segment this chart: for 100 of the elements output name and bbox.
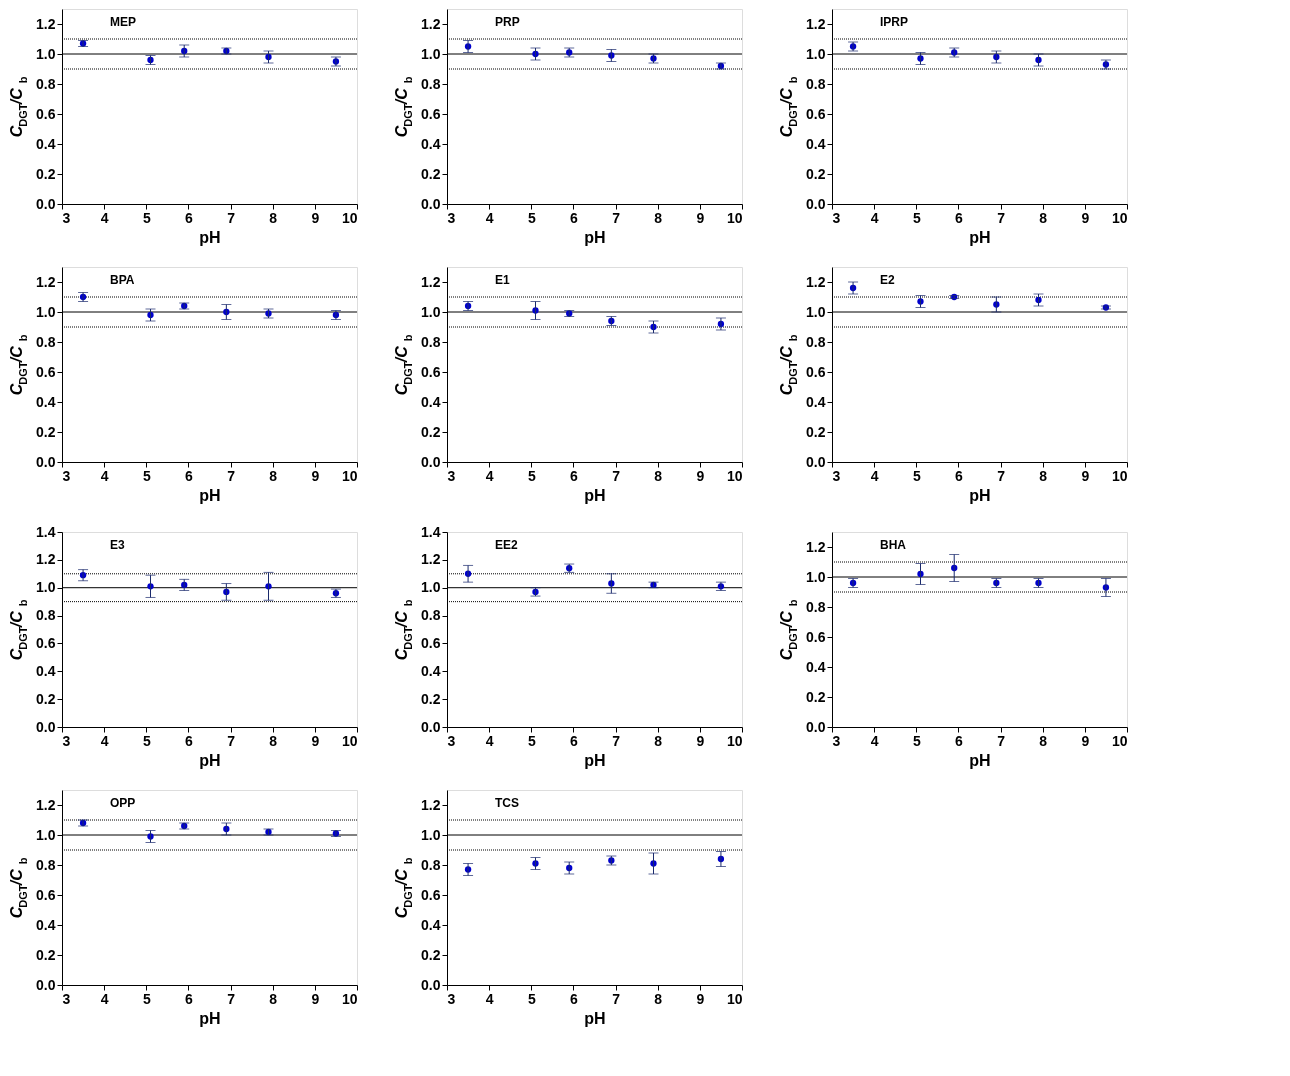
x-tick-label: 8 (269, 990, 278, 1007)
y-axis-title: CDGT/Cb (778, 599, 799, 661)
y-tick-label: 1.2 (806, 15, 826, 32)
x-axis-title: pH (584, 751, 606, 769)
y-tick-label: 1.2 (806, 273, 826, 290)
x-tick-label: 9 (696, 732, 705, 749)
x-tick-label: 8 (654, 209, 663, 226)
x-axis-title: pH (199, 1009, 221, 1027)
y-tick-label: 0.4 (421, 393, 441, 410)
y-tick-label: 0.0 (421, 718, 441, 735)
y-tick-label: 1.2 (36, 796, 56, 813)
y-tick-label: 0.8 (36, 75, 56, 92)
text: E2 (880, 273, 895, 287)
y-axis-title: CDGT/Cb (393, 76, 414, 138)
x-tick-label: 8 (1039, 209, 1048, 226)
x-tick-label: 9 (696, 209, 705, 226)
x-tick-label: 7 (612, 467, 621, 484)
y-tick-label: 0.2 (806, 423, 826, 440)
x-tick-label: 5 (142, 732, 151, 749)
x-tick-label: 9 (1081, 467, 1090, 484)
x-tick-label: 3 (832, 209, 841, 226)
y-tick-label: 0.0 (806, 195, 826, 212)
y-tick-label: 1.0 (36, 826, 56, 843)
x-tick-label: 5 (142, 990, 151, 1007)
y-axis-title: CDGT/Cb (778, 334, 799, 396)
y-tick-label: 0.8 (36, 856, 56, 873)
x-tick-label: 9 (1081, 732, 1090, 749)
y-tick-label: 1.0 (421, 45, 441, 62)
y-axis-title: CDGT/Cb (8, 599, 29, 661)
x-tick-label: 9 (311, 732, 320, 749)
text: E1 (495, 273, 510, 287)
y-tick-label: 1.0 (806, 303, 826, 320)
y-tick-label: 0.2 (421, 946, 441, 963)
text: OPP (110, 796, 136, 810)
y-tick-label: 1.2 (421, 273, 441, 290)
y-tick-label: 0.4 (806, 658, 826, 675)
y-tick-label: 0.8 (421, 75, 441, 92)
x-tick-label: 10 (341, 209, 358, 226)
y-tick-label: 0.0 (36, 976, 56, 993)
x-tick-label: 5 (527, 209, 536, 226)
y-tick-label: 0.6 (421, 105, 441, 122)
y-tick-label: 0.6 (36, 634, 56, 651)
y-tick-label: 0.4 (421, 916, 441, 933)
x-tick-label: 10 (341, 990, 358, 1007)
y-tick-label: 1.2 (36, 15, 56, 32)
x-tick-label: 8 (654, 990, 663, 1007)
y-tick-label: 0.8 (36, 607, 56, 624)
text: IPRP (880, 15, 909, 29)
x-tick-label: 8 (654, 467, 663, 484)
x-tick-label: 7 (227, 209, 236, 226)
x-tick-label: 3 (62, 732, 71, 749)
x-tick-label: 10 (1111, 467, 1128, 484)
x-tick-label: 5 (142, 209, 151, 226)
y-tick-label: 1.0 (806, 45, 826, 62)
x-tick-label: 10 (341, 732, 358, 749)
y-tick-label: 0.2 (421, 423, 441, 440)
y-tick-label: 0.0 (421, 453, 441, 470)
x-tick-label: 9 (696, 990, 705, 1007)
y-tick-label: 0.8 (421, 607, 441, 624)
x-tick-label: 6 (955, 209, 964, 226)
x-tick-label: 10 (726, 467, 743, 484)
x-tick-label: 6 (955, 467, 964, 484)
text: PRP (495, 15, 520, 29)
x-tick-label: 8 (1039, 732, 1048, 749)
x-tick-label: 4 (100, 209, 109, 226)
x-tick-label: 4 (485, 467, 494, 484)
y-tick-label: 0.0 (36, 195, 56, 212)
y-tick-label: 0.4 (36, 916, 56, 933)
x-tick-label: 9 (311, 209, 320, 226)
y-axis-title: CDGT/Cb (8, 76, 29, 138)
x-axis-title: pH (199, 228, 221, 246)
y-tick-label: 0.2 (36, 165, 56, 182)
y-tick-label: 1.2 (421, 796, 441, 813)
x-tick-label: 6 (185, 990, 194, 1007)
x-axis-title: pH (584, 486, 606, 504)
y-axis-title: CDGT/Cb (778, 76, 799, 138)
y-tick-label: 1.2 (806, 538, 826, 555)
y-tick-label: 0.4 (806, 135, 826, 152)
y-tick-label: 0.6 (806, 363, 826, 380)
x-tick-label: 10 (341, 467, 358, 484)
y-tick-label: 0.4 (36, 662, 56, 679)
x-axis-title: pH (969, 486, 991, 504)
x-tick-label: 3 (447, 732, 456, 749)
text: E3 (110, 538, 125, 552)
x-tick-label: 4 (870, 209, 879, 226)
y-tick-label: 0.8 (806, 75, 826, 92)
y-tick-label: 0.4 (421, 662, 441, 679)
x-tick-label: 6 (955, 732, 964, 749)
x-tick-label: 3 (447, 467, 456, 484)
y-tick-label: 0.2 (806, 165, 826, 182)
y-tick-label: 1.0 (806, 568, 826, 585)
text: MEP (110, 15, 137, 29)
x-tick-label: 10 (1111, 209, 1128, 226)
x-tick-label: 3 (447, 209, 456, 226)
y-tick-label: 0.0 (421, 976, 441, 993)
x-tick-label: 5 (527, 732, 536, 749)
x-tick-label: 10 (726, 990, 743, 1007)
y-tick-label: 0.2 (421, 690, 441, 707)
x-tick-label: 6 (570, 467, 579, 484)
y-tick-label: 0.0 (36, 718, 56, 735)
